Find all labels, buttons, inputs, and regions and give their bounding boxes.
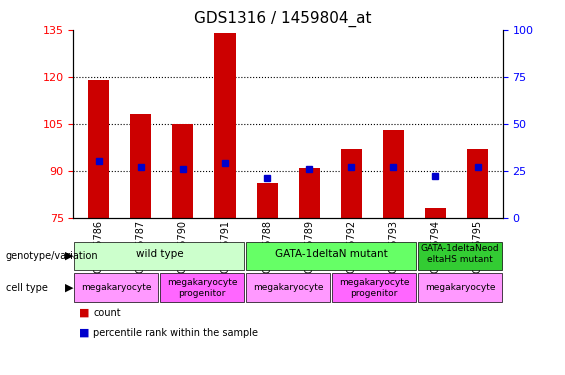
FancyBboxPatch shape bbox=[418, 242, 502, 270]
Bar bbox=[88, 80, 109, 218]
FancyBboxPatch shape bbox=[246, 242, 416, 270]
FancyBboxPatch shape bbox=[418, 273, 502, 302]
Bar bbox=[215, 33, 236, 218]
Text: count: count bbox=[93, 308, 121, 318]
Text: wild type: wild type bbox=[136, 249, 183, 259]
Text: megakaryocyte
progenitor: megakaryocyte progenitor bbox=[339, 278, 409, 298]
Text: cell type: cell type bbox=[6, 283, 47, 293]
Text: megakaryocyte: megakaryocyte bbox=[81, 284, 151, 292]
Text: ■: ■ bbox=[79, 328, 90, 338]
FancyBboxPatch shape bbox=[75, 242, 244, 270]
FancyBboxPatch shape bbox=[160, 273, 244, 302]
Bar bbox=[467, 149, 488, 217]
Text: ▶: ▶ bbox=[65, 283, 73, 293]
FancyBboxPatch shape bbox=[246, 273, 330, 302]
Text: megakaryocyte: megakaryocyte bbox=[425, 284, 495, 292]
Bar bbox=[299, 168, 320, 217]
Bar bbox=[383, 130, 404, 218]
Bar bbox=[131, 114, 151, 218]
Text: megakaryocyte: megakaryocyte bbox=[253, 284, 323, 292]
Text: ▶: ▶ bbox=[65, 251, 73, 261]
Text: GATA-1deltaN mutant: GATA-1deltaN mutant bbox=[275, 249, 388, 259]
Text: percentile rank within the sample: percentile rank within the sample bbox=[93, 328, 258, 338]
FancyBboxPatch shape bbox=[332, 273, 416, 302]
Text: GATA-1deltaNeod
eltaHS mutant: GATA-1deltaNeod eltaHS mutant bbox=[420, 244, 499, 264]
Text: genotype/variation: genotype/variation bbox=[6, 251, 98, 261]
Bar bbox=[425, 208, 446, 218]
Bar bbox=[172, 124, 193, 218]
Text: ■: ■ bbox=[79, 308, 90, 318]
Text: megakaryocyte
progenitor: megakaryocyte progenitor bbox=[167, 278, 237, 298]
Text: GDS1316 / 1459804_at: GDS1316 / 1459804_at bbox=[194, 11, 371, 27]
Bar bbox=[341, 149, 362, 217]
Bar bbox=[257, 183, 277, 218]
FancyBboxPatch shape bbox=[75, 273, 158, 302]
